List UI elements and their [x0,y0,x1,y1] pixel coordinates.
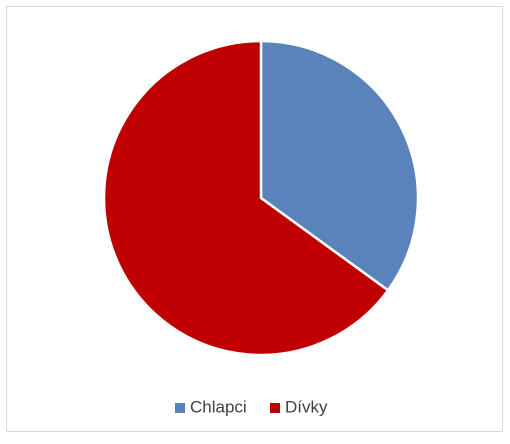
pie-slice [102,39,390,357]
legend-swatch [175,403,185,413]
legend-label: Dívky [285,397,328,416]
legend-label: Chlapci [190,397,247,416]
pie-slice [259,39,420,293]
legend-swatch [270,403,280,413]
